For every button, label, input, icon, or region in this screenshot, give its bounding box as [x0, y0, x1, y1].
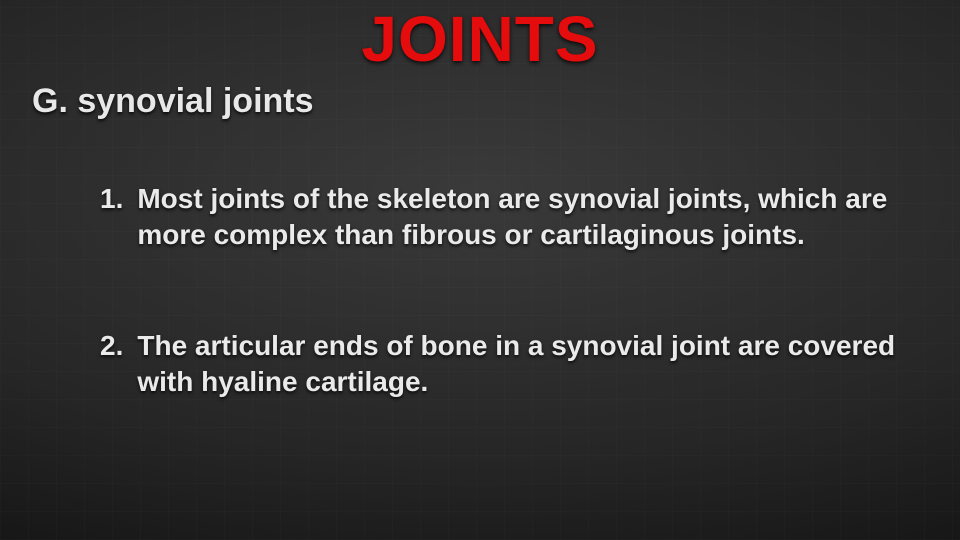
points-list: 1. Most joints of the skeleton are synov…: [30, 181, 930, 401]
list-item-number: 2.: [100, 328, 123, 364]
slide-title: JOINTS: [30, 0, 930, 76]
slide-subtitle: G. synovial joints: [32, 82, 930, 121]
list-item-text: The articular ends of bone in a synovial…: [137, 328, 910, 401]
slide: JOINTS G. synovial joints 1. Most joints…: [0, 0, 960, 540]
list-item-number: 1.: [100, 181, 123, 217]
list-item: 1. Most joints of the skeleton are synov…: [100, 181, 910, 254]
list-item-text: Most joints of the skeleton are synovial…: [137, 181, 910, 254]
list-item: 2. The articular ends of bone in a synov…: [100, 328, 910, 401]
